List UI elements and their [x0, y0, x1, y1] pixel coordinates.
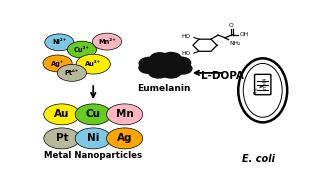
Circle shape [45, 34, 74, 51]
Text: Metal Nanoparticles: Metal Nanoparticles [44, 151, 142, 160]
Text: Pt⁴⁺: Pt⁴⁺ [65, 70, 79, 76]
Circle shape [150, 53, 169, 64]
Text: Eumelanin: Eumelanin [137, 84, 190, 93]
Circle shape [44, 104, 80, 125]
Circle shape [107, 104, 143, 125]
Text: melA: melA [263, 77, 268, 89]
Text: NH₂: NH₂ [230, 41, 241, 46]
Text: L-DOPA: L-DOPA [201, 71, 244, 81]
Circle shape [161, 66, 181, 78]
Text: HO: HO [182, 34, 191, 39]
Text: Mn²⁺: Mn²⁺ [98, 39, 116, 45]
Circle shape [75, 104, 111, 125]
Text: Ni: Ni [87, 133, 99, 143]
Circle shape [76, 54, 110, 74]
Circle shape [67, 41, 97, 58]
Text: Cu²⁺: Cu²⁺ [74, 47, 90, 53]
Circle shape [57, 64, 87, 81]
Circle shape [107, 128, 143, 149]
Text: Au: Au [54, 109, 70, 119]
Text: Ag⁺: Ag⁺ [51, 60, 64, 67]
Text: Au³⁺: Au³⁺ [85, 61, 101, 67]
Text: HO: HO [182, 51, 191, 56]
Text: Pt: Pt [55, 133, 68, 143]
Text: $P_{trc}$: $P_{trc}$ [252, 86, 261, 95]
Circle shape [153, 57, 179, 72]
Circle shape [139, 62, 158, 73]
Circle shape [172, 57, 191, 68]
Circle shape [44, 128, 80, 149]
Text: Cu: Cu [86, 109, 101, 119]
Text: Ag: Ag [117, 133, 133, 143]
Text: Mn: Mn [116, 109, 133, 119]
Circle shape [173, 63, 192, 74]
Text: OH: OH [239, 32, 249, 37]
Circle shape [92, 33, 122, 50]
Text: O: O [228, 23, 233, 28]
Circle shape [75, 128, 111, 149]
Text: E. coli: E. coli [242, 154, 275, 164]
Circle shape [148, 66, 168, 78]
Circle shape [139, 57, 160, 70]
Circle shape [43, 55, 72, 72]
Circle shape [161, 53, 181, 64]
Text: Ni²⁺: Ni²⁺ [52, 39, 66, 45]
